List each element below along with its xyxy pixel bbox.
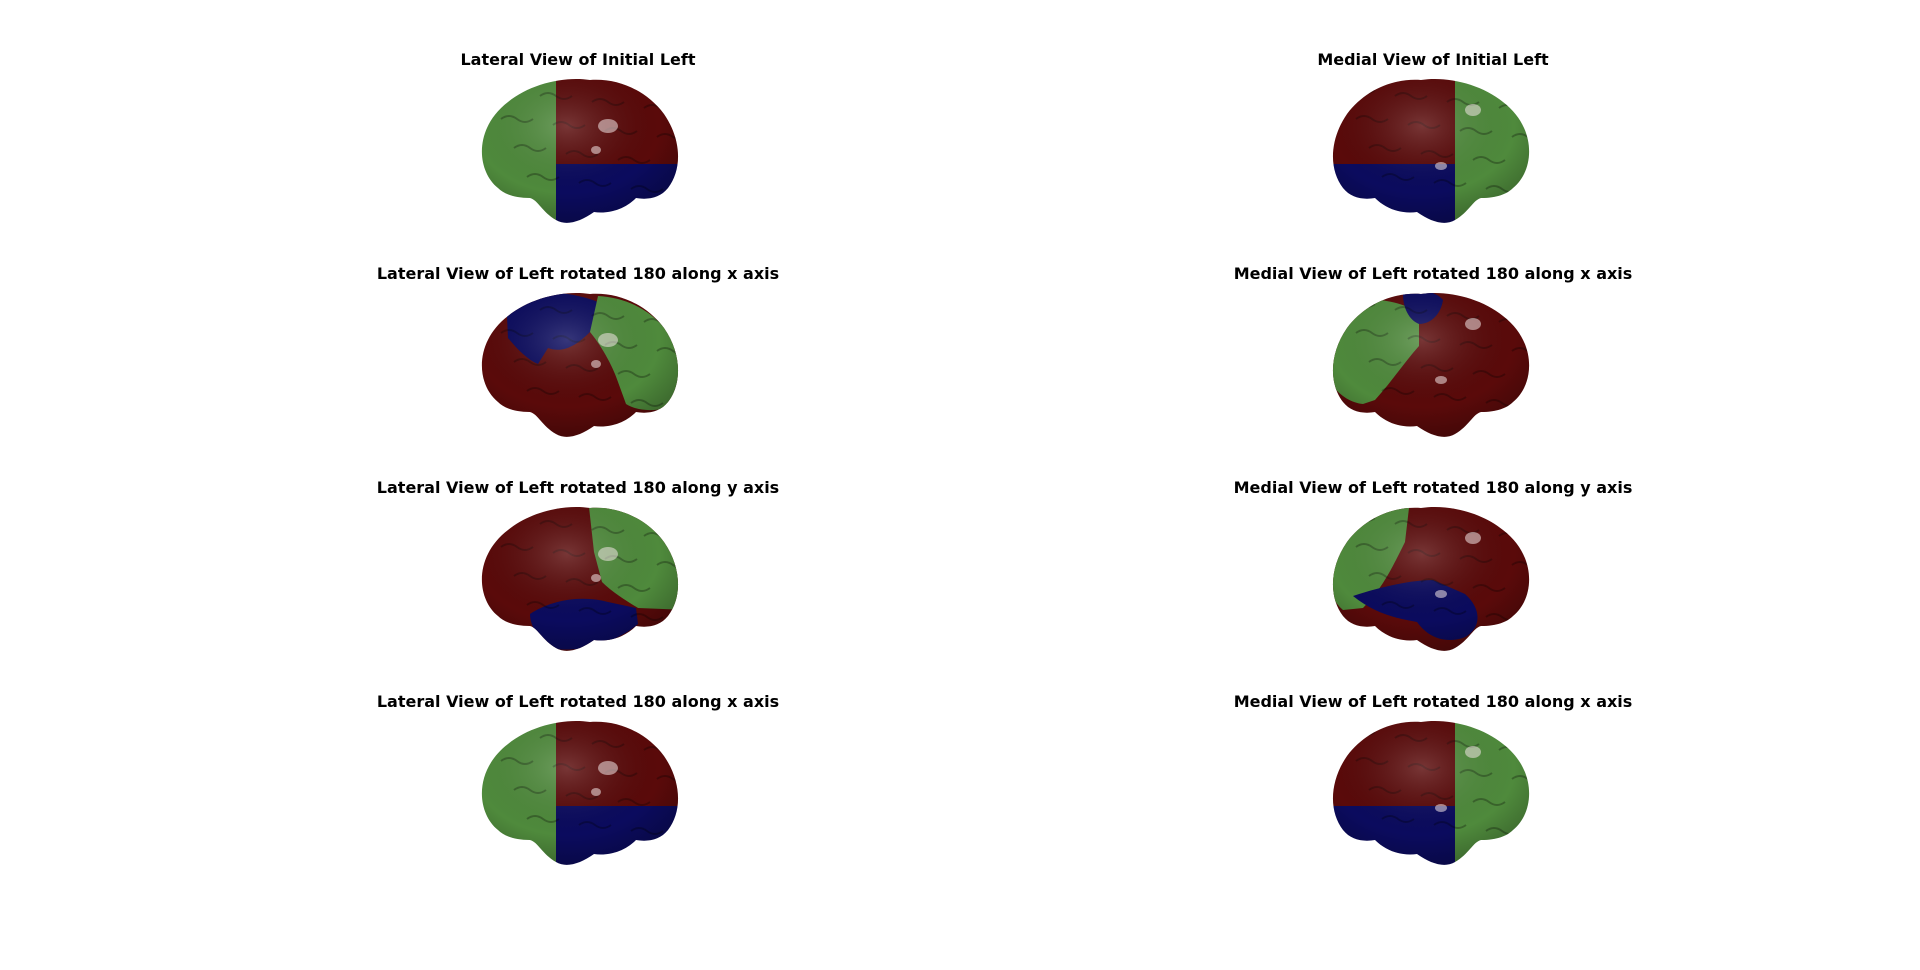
specular-highlight [591, 360, 601, 368]
surface-shading [481, 720, 679, 865]
panel-title: Medial View of Left rotated 180 along y … [1233, 478, 1633, 497]
surface-shading [1332, 720, 1530, 865]
gyrus-texture [1342, 728, 1376, 736]
brain-svg [481, 78, 679, 223]
surface-shading [1332, 78, 1530, 223]
specular-highlight [1435, 376, 1447, 384]
specular-highlight [598, 119, 618, 133]
gyrus-texture [1342, 300, 1376, 308]
surface-shading [1332, 506, 1530, 651]
panel-medial-initial: Medial View of Initial Left [1133, 50, 1733, 250]
brain-surface-render [1323, 498, 1543, 658]
specular-highlight [1465, 532, 1481, 544]
panel-lateral-roty: Lateral View of Left rotated 180 along y… [278, 478, 878, 678]
panel-title: Lateral View of Left rotated 180 along x… [376, 264, 780, 283]
panel-medial-roty: Medial View of Left rotated 180 along y … [1133, 478, 1733, 678]
specular-highlight [591, 146, 601, 154]
specular-highlight [598, 333, 618, 347]
specular-highlight [598, 547, 618, 561]
brain-surface-render [1323, 284, 1543, 444]
gyrus-texture [487, 514, 521, 522]
specular-highlight [598, 761, 618, 775]
specular-highlight [1435, 804, 1447, 812]
brain-regions [1332, 506, 1530, 651]
brain-svg [1332, 720, 1530, 865]
brain-regions [481, 78, 679, 223]
gyrus-texture [487, 86, 521, 94]
surface-shading [481, 78, 679, 223]
surface-shading [1332, 292, 1530, 437]
brain-regions [1332, 720, 1530, 865]
brain-surface-render [468, 498, 688, 658]
panel-lateral-rotx-2: Lateral View of Left rotated 180 along x… [278, 692, 878, 892]
gyrus-texture [1342, 86, 1376, 94]
specular-highlight [1465, 104, 1481, 116]
brain-surface-render [468, 284, 688, 444]
panel-title: Lateral View of Initial Left [460, 50, 696, 69]
panel-medial-rotx-2: Medial View of Left rotated 180 along x … [1133, 692, 1733, 892]
gyrus-texture [487, 300, 521, 308]
brain-regions [481, 506, 679, 651]
panel-title: Medial View of Left rotated 180 along x … [1233, 264, 1633, 283]
brain-svg [1332, 78, 1530, 223]
brain-surface-render [1323, 70, 1543, 230]
brain-svg [481, 292, 679, 437]
brain-surface-render [1323, 712, 1543, 872]
specular-highlight [1435, 590, 1447, 598]
gyrus-texture [1342, 514, 1376, 522]
brain-regions [1332, 78, 1530, 223]
gyrus-texture [487, 728, 521, 736]
panel-medial-rotx: Medial View of Left rotated 180 along x … [1133, 264, 1733, 464]
specular-highlight [1435, 162, 1447, 170]
specular-highlight [591, 574, 601, 582]
panel-title: Lateral View of Left rotated 180 along x… [376, 692, 780, 711]
brain-svg [481, 720, 679, 865]
specular-highlight [1465, 318, 1481, 330]
panel-lateral-rotx: Lateral View of Left rotated 180 along x… [278, 264, 878, 464]
brain-regions [1332, 292, 1530, 437]
specular-highlight [1465, 746, 1481, 758]
specular-highlight [591, 788, 601, 796]
brain-regions [481, 292, 679, 437]
surface-shading [481, 506, 679, 651]
brain-surface-render [468, 712, 688, 872]
brain-svg [1332, 292, 1530, 437]
brain-svg [481, 506, 679, 651]
panel-title: Lateral View of Left rotated 180 along y… [376, 478, 780, 497]
brain-regions [481, 720, 679, 865]
panel-title: Medial View of Initial Left [1317, 50, 1549, 69]
panel-lateral-initial: Lateral View of Initial Left [278, 50, 878, 250]
brain-surface-render [468, 70, 688, 230]
surface-shading [481, 292, 679, 437]
panel-title: Medial View of Left rotated 180 along x … [1233, 692, 1633, 711]
brain-svg [1332, 506, 1530, 651]
